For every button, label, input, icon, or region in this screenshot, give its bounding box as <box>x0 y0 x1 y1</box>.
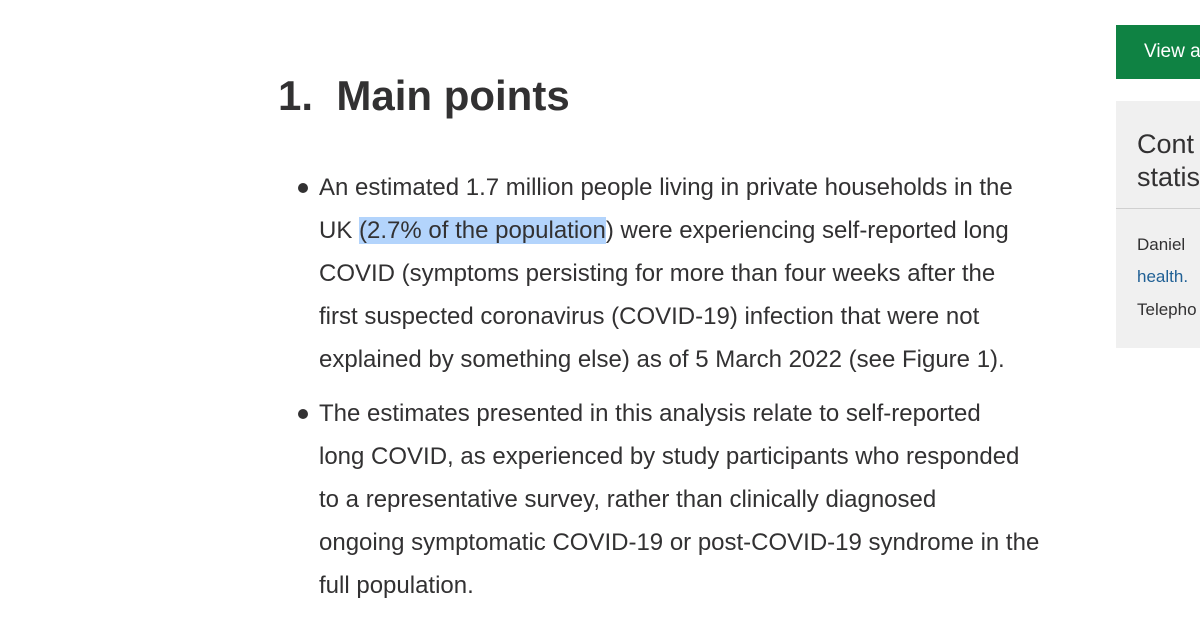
bullet-dot <box>298 409 308 419</box>
text-line: An estimated 1.7 million people living i… <box>319 174 1013 201</box>
contact-box: Cont statis Daniel health. Telepho <box>1116 101 1200 348</box>
text-line: first suspected coronavirus (COVID-19) i… <box>319 303 980 330</box>
text: UK <box>319 217 360 244</box>
heading-line: Cont <box>1137 129 1195 159</box>
bullet-dot <box>298 183 308 193</box>
text-line: The estimates presented in this analysis… <box>319 400 981 427</box>
text-line: UK (2.7% of the population) were experie… <box>319 209 1013 252</box>
contact-heading: Cont statis <box>1137 128 1200 194</box>
text-line: long COVID, as experienced by study part… <box>319 443 1020 470</box>
text-line: ongoing symptomatic COVID-19 or post-COV… <box>319 529 1040 556</box>
text-line: explained by something else) as of 5 Mar… <box>319 346 1005 373</box>
text-line: COVID (symptoms persisting for more than… <box>319 260 996 287</box>
heading-line: statis <box>1137 162 1200 192</box>
selected-text: (2.7% of the population <box>359 217 606 244</box>
section-heading: 1. Main points <box>278 72 570 119</box>
view-all-button[interactable]: View a <box>1116 25 1200 79</box>
text-line: to a representative survey, rather than … <box>319 486 937 513</box>
contact-email[interactable]: health. <box>1137 267 1189 286</box>
text-line: full population. <box>319 572 474 599</box>
bullet-item: An estimated 1.7 million people living i… <box>298 166 1013 381</box>
contact-phone: Telepho <box>1137 300 1197 319</box>
bullet-item: The estimates presented in this analysis… <box>298 392 1040 607</box>
separator <box>1116 208 1200 209</box>
contact-name: Daniel <box>1137 235 1186 254</box>
text: ) were experiencing self-reported long <box>605 217 1009 244</box>
